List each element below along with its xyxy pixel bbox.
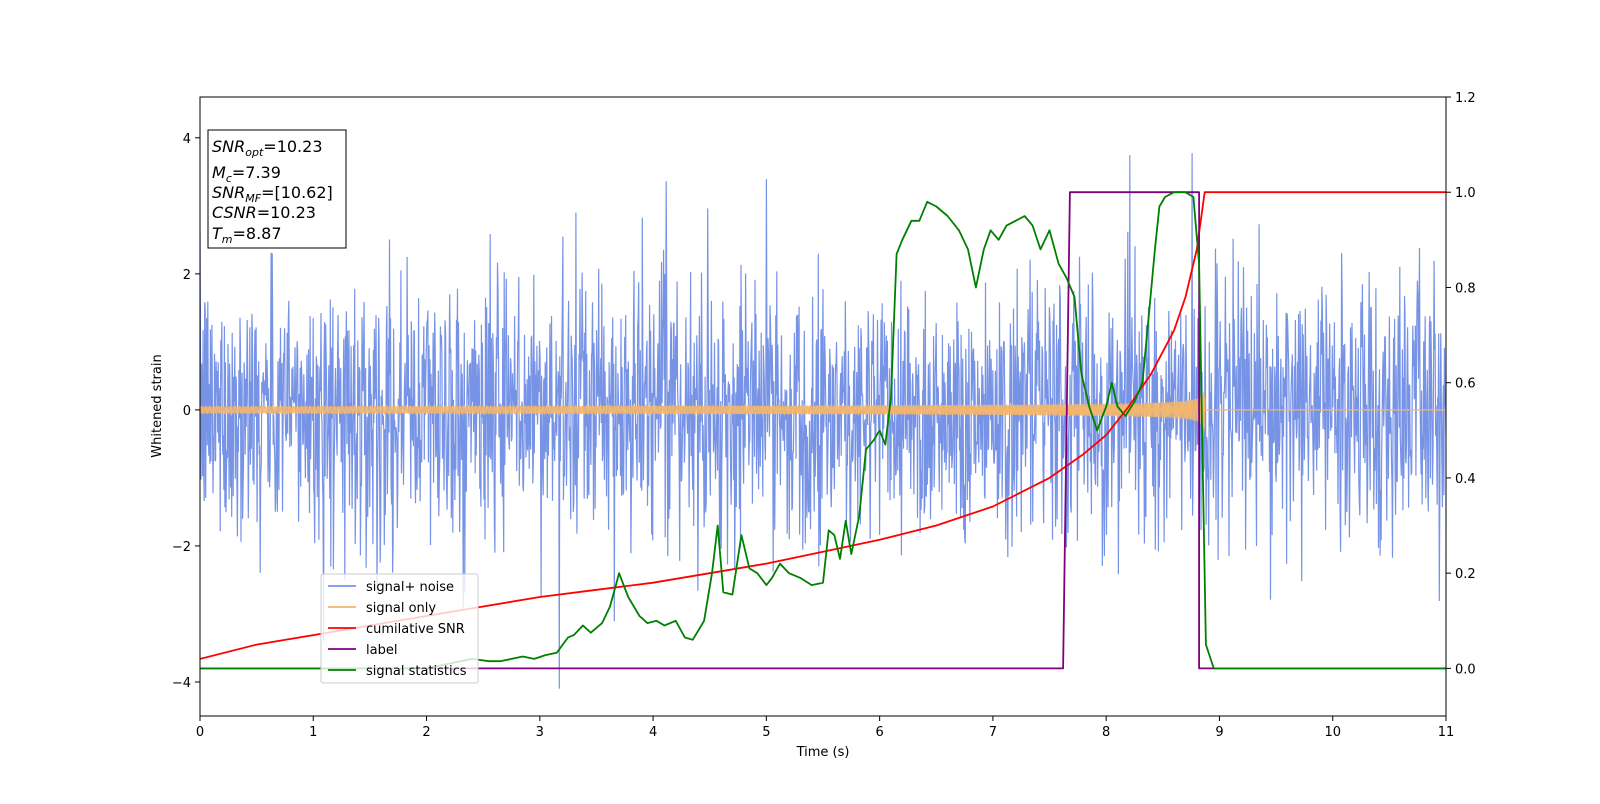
legend-entry: cumilative SNR (328, 622, 465, 637)
info-mc: Mc=7.39 (212, 163, 281, 185)
info-box: SNRopt=10.23 Mc=7.39 SNRMF=[10.62] CSNR=… (207, 129, 347, 249)
info-snr-mf: SNRMF=[10.62] (212, 183, 333, 205)
x-tick-label: 2 (422, 725, 430, 740)
info-snr-opt: SNRopt=10.23 (212, 137, 323, 159)
y-left-tick-label: 4 (183, 132, 191, 147)
legend-frame (320, 573, 479, 684)
x-tick-label: 11 (1438, 725, 1455, 740)
info-tm: Tm=8.87 (212, 224, 282, 246)
series-signal-only (200, 395, 1446, 429)
x-tick-label: 5 (762, 725, 770, 740)
legend-label: signal+ noise (366, 580, 454, 595)
legend-label: signal only (366, 601, 436, 616)
y-right-tick-label: 1.2 (1455, 91, 1476, 106)
x-tick-label: 10 (1324, 725, 1341, 740)
x-tick-label: 1 (309, 725, 317, 740)
series-signal-statistics (200, 191, 1446, 670)
y-axis-left: −4 −2 0 2 4 (172, 132, 200, 691)
legend-entry: label (328, 643, 397, 658)
y-left-tick-label: −4 (172, 676, 191, 691)
legend-label: label (366, 643, 397, 658)
x-tick-label: 0 (196, 725, 204, 740)
y-left-tick-label: 2 (183, 268, 191, 283)
y-right-tick-label: 0.4 (1455, 472, 1476, 487)
y-right-tick-label: 0.2 (1455, 567, 1476, 582)
y-right-tick-label: 1.0 (1455, 186, 1476, 201)
legend: signal+ noise signal only cumilative SNR la… (320, 573, 479, 684)
x-tick-label: 6 (875, 725, 883, 740)
y-left-tick-label: −2 (172, 540, 191, 555)
y-axis-label: Whitened strain (150, 354, 165, 457)
y-axis-right: 0.0 0.2 0.4 0.6 0.8 1.0 1.2 (1446, 91, 1476, 677)
legend-label: signal statistics (366, 664, 467, 679)
plot-frame (199, 96, 1447, 717)
info-box-frame (207, 129, 347, 249)
y-left-tick-label: 0 (183, 404, 191, 419)
legend-label: cumilative SNR (366, 622, 465, 637)
info-csnr: CSNR=10.23 (212, 203, 316, 222)
y-right-tick-label: 0.8 (1455, 281, 1476, 296)
x-tick-label: 4 (649, 725, 657, 740)
legend-entry: signal statistics (328, 664, 467, 679)
y-right-tick-label: 0.6 (1455, 377, 1476, 392)
legend-entry: signal only (328, 601, 436, 616)
x-tick-label: 8 (1102, 725, 1110, 740)
legend-entry: signal+ noise (328, 580, 454, 595)
x-tick-label: 3 (536, 725, 544, 740)
x-tick-label: 9 (1215, 725, 1223, 740)
x-tick-label: 7 (989, 725, 997, 740)
series-signal-noise (200, 153, 1446, 689)
x-axis-label: Time (s) (796, 745, 850, 760)
y-right-tick-label: 0.0 (1455, 662, 1476, 677)
x-axis: 0 1 2 3 4 5 6 7 8 9 10 11 (196, 716, 1454, 740)
